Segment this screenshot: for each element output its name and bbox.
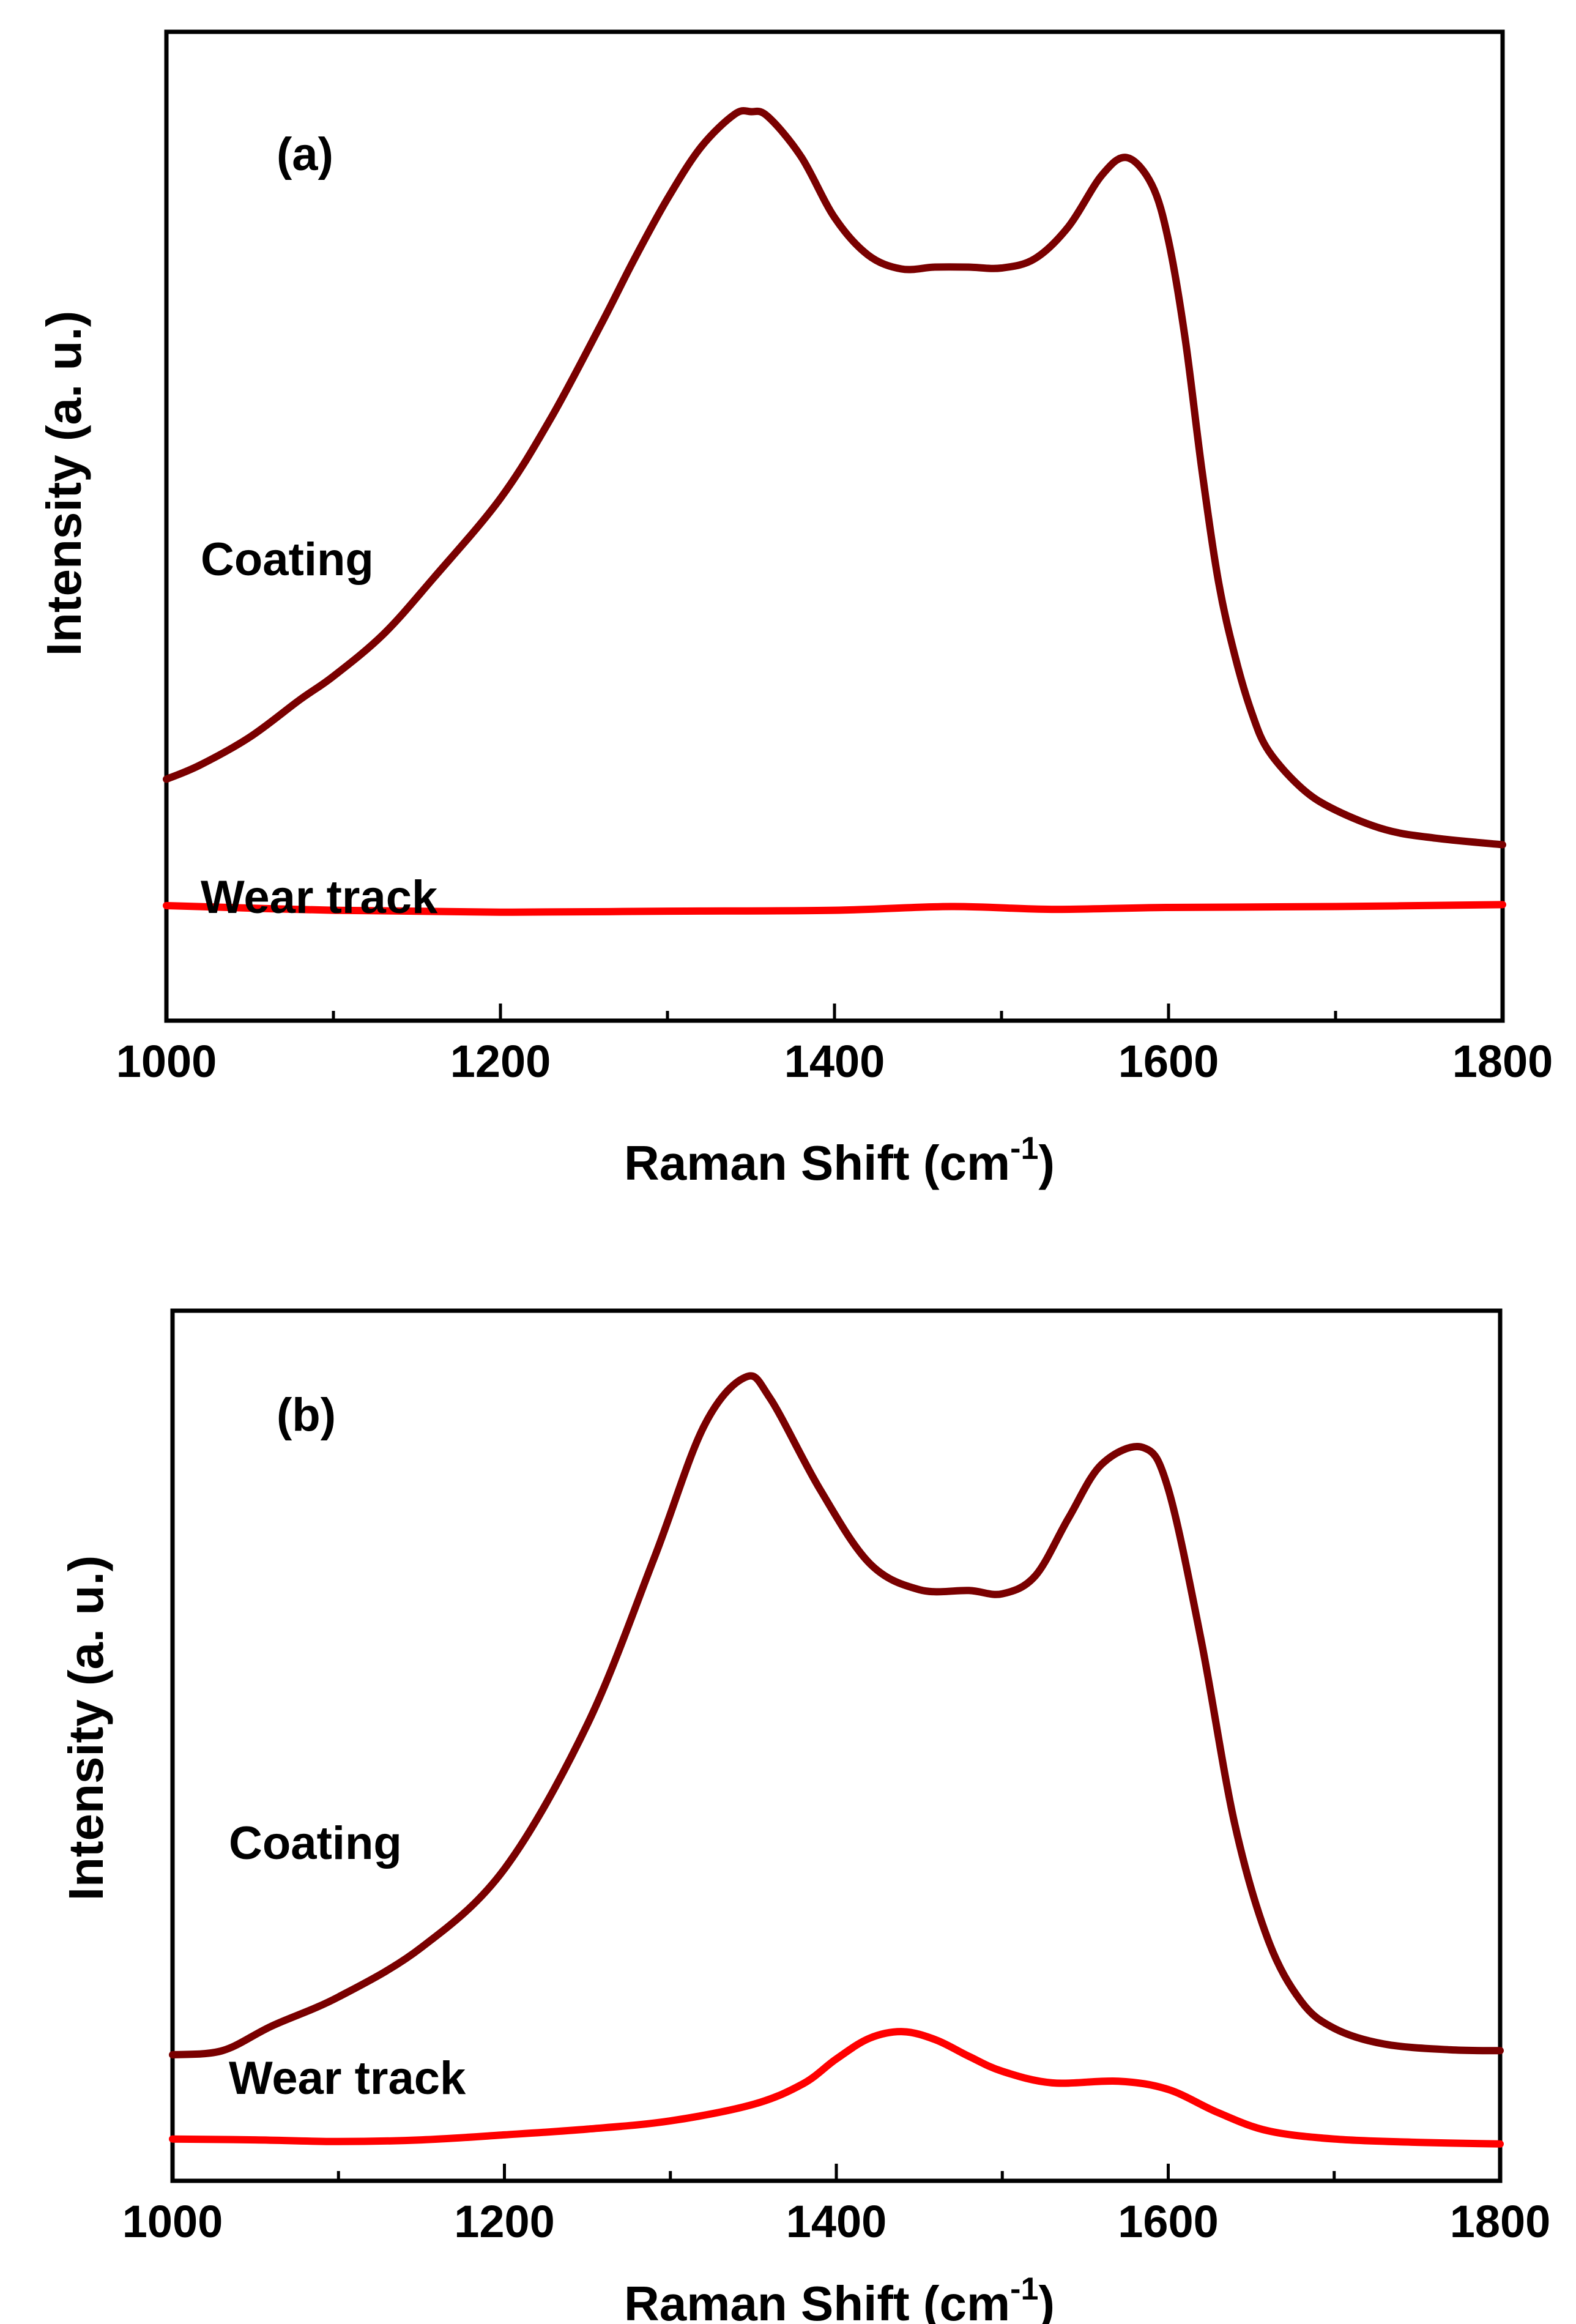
panel-b-coating-line bbox=[169, 1372, 1504, 2058]
panel-b-coating-label: Coating bbox=[229, 1817, 402, 1869]
panel-b-x-tick-label: 1000 bbox=[122, 2196, 223, 2247]
panel-a-label: (a) bbox=[277, 128, 333, 181]
panel-a-coating-line bbox=[163, 106, 1506, 849]
panel-b-x-axis-title: Raman Shift (cm-1) bbox=[624, 2271, 1055, 2324]
panel-b-plot-frame bbox=[170, 1308, 1503, 2183]
panel-b-x-tick-label: 1600 bbox=[1118, 2196, 1219, 2247]
panel-b: (b) Coating Wear track 1000 1200 1400 1600 1… bbox=[59, 1308, 1551, 2324]
panel-a-x-tick-label: 1400 bbox=[784, 1036, 885, 1087]
panel-a: (a) Coating Wear track 1000 1200 1400 1600 1… bbox=[37, 29, 1553, 1190]
panel-b-wear-track-label: Wear track bbox=[229, 2052, 466, 2104]
panel-b-x-tick-label: 1400 bbox=[786, 2196, 887, 2247]
panel-a-x-tick-label: 1800 bbox=[1452, 1036, 1553, 1087]
panel-a-x-ticks: 1000 1200 1400 1600 1800 bbox=[116, 1004, 1553, 1087]
panel-a-wear-track-line bbox=[163, 901, 1506, 916]
panel-a-x-tick-label: 1600 bbox=[1118, 1036, 1219, 1087]
panel-a-x-axis-title: Raman Shift (cm-1) bbox=[624, 1131, 1055, 1190]
panel-a-coating-label: Coating bbox=[201, 534, 374, 586]
panel-b-label: (b) bbox=[277, 1389, 336, 1441]
panel-a-x-tick-label: 1200 bbox=[450, 1036, 551, 1087]
panel-b-y-axis-title: Intensity (a. u.) bbox=[59, 1555, 113, 1901]
panel-a-y-axis-title: Intensity (a. u.) bbox=[37, 311, 91, 657]
panel-b-wear-track-line bbox=[169, 2028, 1504, 2148]
panel-a-x-tick-label: 1000 bbox=[116, 1036, 217, 1087]
panel-b-x-ticks: 1000 1200 1400 1600 1800 bbox=[122, 2164, 1551, 2247]
panel-a-wear-track-label: Wear track bbox=[201, 871, 438, 923]
panel-b-x-tick-label: 1200 bbox=[454, 2196, 555, 2247]
panel-b-x-tick-label: 1800 bbox=[1450, 2196, 1551, 2247]
